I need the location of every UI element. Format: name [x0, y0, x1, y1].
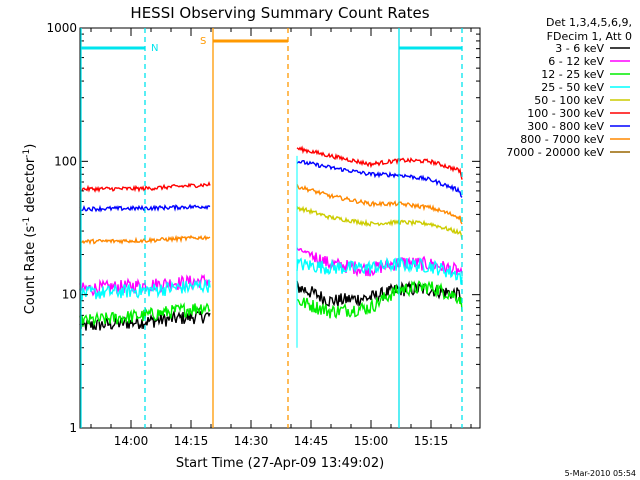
legend-label-6-12-kev: 6 - 12 keV — [548, 55, 604, 68]
observing-markers: NS — [80, 28, 463, 428]
legend: Det 1,3,4,5,6,9, FDecim 1, Att 0 3 - 6 k… — [506, 16, 632, 159]
series-line-25-50-kev-seg1 — [79, 279, 211, 302]
legend-label-300-800-kev: 300 - 800 keV — [527, 120, 604, 133]
chart-title: HESSI Observing Summary Count Rates — [130, 4, 429, 22]
y-tick-label: 1000 — [46, 21, 77, 35]
legend-label-50-100-kev: 50 - 100 keV — [534, 94, 604, 107]
x-tick-label: 14:45 — [294, 434, 329, 448]
legend-header-line-2: FDecim 1, Att 0 — [547, 30, 632, 43]
series-line-50-100-kev-seg2 — [296, 205, 463, 240]
legend-label-12-25-kev: 12 - 25 keV — [541, 68, 604, 81]
series-line-800-7000-kev-seg1 — [79, 234, 211, 245]
x-tick-label: 15:00 — [354, 434, 389, 448]
y-tick-label: 10 — [62, 288, 77, 302]
legend-label-7000-20000-kev: 7000 - 20000 keV — [506, 146, 604, 159]
marker-label-n: N — [151, 43, 158, 54]
x-axis-label: Start Time (27-Apr-09 13:49:02) — [176, 456, 384, 471]
series-line-12-25-kev-seg2 — [296, 280, 463, 320]
series-line-100-300-kev-seg2 — [296, 145, 463, 180]
y-axis-label: Count Rate (s-1 detector-1) — [22, 144, 38, 315]
axes: 1 10 100 1000 14:00 14:15 14:30 14:45 15:00 15:15 — [46, 21, 481, 448]
series-line-25-50-kev-seg2 — [296, 256, 463, 285]
x-tick-label: 15:15 — [414, 434, 449, 448]
generation-timestamp: 5-Mar-2010 05:54 — [565, 469, 636, 478]
y-tick-label: 1 — [69, 421, 77, 435]
series-line-800-7000-kev-seg2 — [296, 183, 463, 225]
series-line-300-800-kev-seg2 — [296, 159, 463, 198]
series-line-3-6-kev-seg1 — [79, 307, 211, 331]
legend-label-100-300-kev: 100 - 300 keV — [527, 107, 604, 120]
x-tick-label: 14:00 — [114, 434, 149, 448]
plot-frame — [79, 27, 481, 429]
plot-area — [79, 145, 463, 348]
legend-header-line-1: Det 1,3,4,5,6,9, — [546, 16, 632, 29]
series-line-100-300-kev-seg1 — [79, 181, 211, 193]
series-line-3-6-kev-seg2 — [296, 280, 463, 308]
x-tick-label: 14:15 — [174, 434, 209, 448]
x-tick-label: 14:30 — [234, 434, 269, 448]
legend-label-3-6-kev: 3 - 6 keV — [555, 42, 604, 55]
legend-label-25-50-kev: 25 - 50 keV — [541, 81, 604, 94]
marker-label-s: S — [200, 36, 206, 47]
y-tick-label: 100 — [54, 154, 77, 168]
series-line-300-800-kev-seg1 — [79, 203, 211, 213]
legend-label-800-7000-kev: 800 - 7000 keV — [520, 133, 604, 146]
